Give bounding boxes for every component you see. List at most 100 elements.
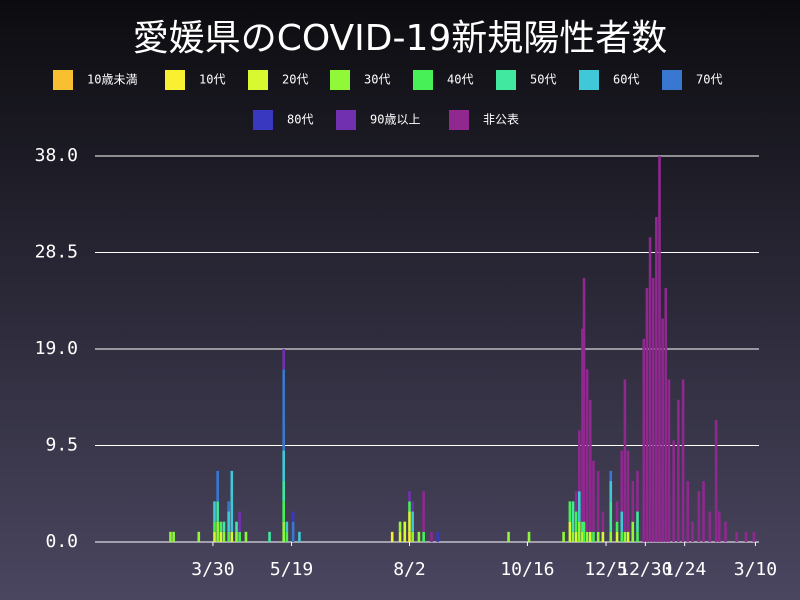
- bar-segment: [219, 531, 223, 542]
- bar-segment: [661, 318, 664, 542]
- bar-segment: [403, 521, 407, 542]
- bar-segment: [238, 511, 241, 532]
- bar-segment: [724, 521, 727, 542]
- bar-segment: [631, 521, 635, 542]
- bar-segment: [282, 521, 285, 542]
- bar-segment: [235, 521, 238, 532]
- bar-segment: [574, 491, 578, 512]
- bar-segment: [574, 511, 578, 532]
- x-tick-label: 3/30: [191, 559, 234, 580]
- legend-label: 70代: [696, 73, 722, 87]
- bar-segment: [169, 531, 172, 542]
- bar-segment: [636, 470, 639, 512]
- bar-segment: [615, 531, 619, 542]
- legend-swatch: [330, 70, 350, 90]
- bar-segment: [581, 521, 584, 532]
- bar-segment: [235, 531, 238, 542]
- bar-segment: [568, 501, 572, 522]
- bar-segment: [213, 501, 216, 522]
- bar-segment: [282, 450, 285, 482]
- bar-segment: [298, 531, 301, 542]
- bar-segment: [422, 531, 425, 542]
- legend-label: 20代: [282, 73, 308, 87]
- bar-segment: [282, 481, 285, 502]
- bar-segment: [411, 531, 414, 542]
- bar-segment: [655, 216, 658, 542]
- bar-segment: [677, 399, 680, 542]
- bar-segment: [664, 288, 668, 542]
- bar-segment: [411, 511, 414, 532]
- bar-segment: [430, 531, 433, 542]
- bar-segment: [697, 491, 701, 542]
- bar-segment: [636, 511, 639, 532]
- bar-segment: [585, 369, 589, 532]
- bar-segment: [582, 521, 586, 542]
- bar-segment: [398, 521, 402, 532]
- legend-swatch: [579, 70, 599, 90]
- bar-segment: [592, 460, 595, 532]
- bar-segment: [631, 481, 635, 522]
- x-tick-label: 5/19: [270, 559, 313, 580]
- bar-segment: [686, 481, 690, 542]
- bar-segment: [285, 531, 289, 542]
- bar-segment: [623, 379, 627, 532]
- bar-segment: [244, 531, 248, 542]
- bar-segment: [620, 450, 624, 512]
- y-tick-label: 38.0: [35, 145, 78, 166]
- bar-segment: [227, 501, 230, 512]
- bar-segment: [581, 328, 584, 522]
- legend-label: 80代: [287, 113, 313, 127]
- bar-segment: [667, 379, 671, 542]
- bar-segment: [609, 470, 613, 482]
- bar-segment: [691, 521, 694, 542]
- bar-segment: [578, 521, 581, 542]
- y-tick-label: 9.5: [45, 435, 78, 456]
- bar-segment: [282, 349, 285, 370]
- x-tick-label: 10/16: [500, 559, 554, 580]
- bar-segment: [648, 237, 652, 542]
- bar-segment: [411, 501, 414, 512]
- bar-segment: [285, 521, 289, 532]
- bar-segment: [620, 511, 624, 532]
- y-tick-label: 28.5: [35, 242, 78, 263]
- bar-segment: [585, 531, 589, 542]
- bar-segment: [581, 531, 584, 542]
- bar-segment: [216, 470, 219, 502]
- bar-segment: [213, 531, 216, 542]
- bar-segment: [681, 379, 685, 542]
- bar-segment: [568, 521, 572, 542]
- bar-segment: [213, 521, 216, 532]
- bar-segment: [651, 277, 655, 542]
- bar-segment: [752, 531, 756, 542]
- bar-segment: [216, 521, 219, 542]
- bar-segment: [422, 491, 425, 532]
- bar-segment: [642, 338, 646, 542]
- x-tick-label: 12/30: [618, 559, 672, 580]
- bar-segment: [601, 531, 605, 542]
- y-tick-label: 0.0: [45, 531, 78, 552]
- bar-segment: [744, 531, 748, 542]
- legend-swatch: [53, 70, 73, 90]
- bar-segment: [408, 501, 411, 512]
- bar-segment: [609, 481, 613, 502]
- legend-label: 60代: [613, 73, 639, 87]
- legend-label: 10歳未満: [87, 73, 137, 87]
- bar-segment: [623, 531, 627, 542]
- legend-swatch: [449, 110, 469, 130]
- bar-segment: [282, 501, 285, 522]
- bar-segment: [562, 531, 565, 542]
- bar-segment: [571, 501, 575, 532]
- bar-segment: [230, 531, 234, 542]
- bar-segment: [527, 531, 531, 542]
- bar-segment: [714, 420, 718, 542]
- bar-segment: [609, 501, 613, 532]
- legend-label: 40代: [447, 73, 473, 87]
- bar-segment: [589, 399, 592, 532]
- bar-segment: [589, 531, 592, 542]
- bar-segment: [615, 501, 619, 522]
- bar-segment: [615, 521, 619, 532]
- x-tick-label: 12/5: [584, 559, 627, 580]
- bar-segment: [658, 156, 661, 542]
- bar-segment: [592, 531, 595, 542]
- bar-segment: [636, 531, 639, 542]
